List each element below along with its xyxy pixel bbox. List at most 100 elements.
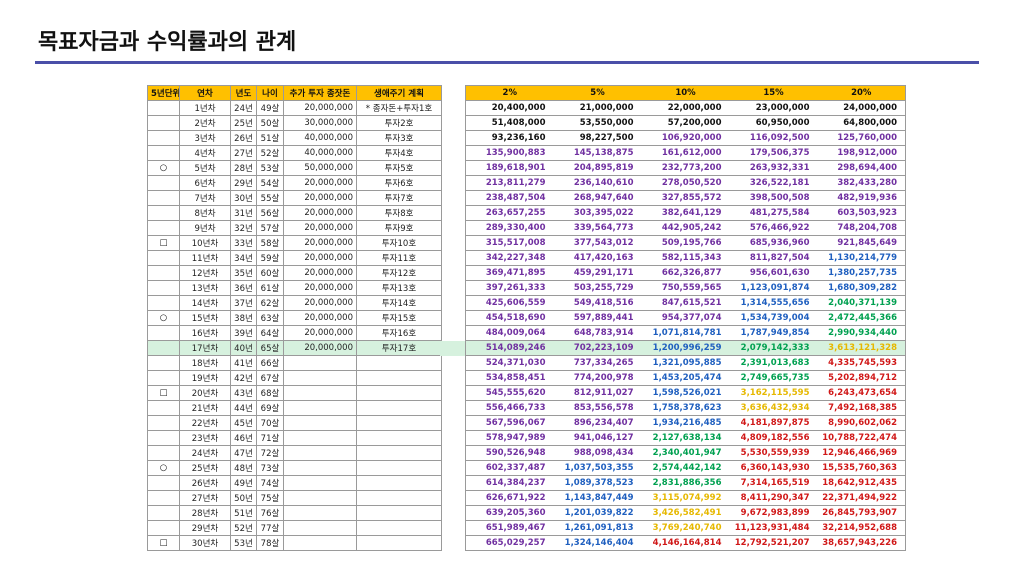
cell: 투자8호	[356, 205, 442, 221]
table-row: 24년차 47년 72살	[147, 445, 442, 461]
cell	[283, 400, 357, 416]
cell: 41년	[230, 355, 257, 371]
table-row: 4년차 27년 52살 40,000,000 투자4호	[147, 145, 442, 161]
cell: 545,555,620	[465, 385, 554, 401]
table-row: 93,236,160 98,227,500 106,920,000 116,092,5…	[465, 130, 906, 146]
cell: 투자5호	[356, 160, 442, 176]
cell: 39년	[230, 325, 257, 341]
cell: 48년	[230, 460, 257, 476]
cell: 42년	[230, 370, 257, 386]
cell: 8,411,290,347	[729, 490, 818, 506]
table-row: 3년차 26년 51살 40,000,000 투자3호	[147, 130, 442, 146]
return-table: 2% 5% 10% 15% 20% 20,400,000 21,000,000 22,000,…	[465, 85, 906, 551]
cell: 19년차	[179, 370, 231, 386]
cell: 3,636,432,934	[729, 400, 818, 416]
cell: □	[147, 235, 180, 251]
cell	[147, 445, 180, 461]
cell: 57살	[256, 220, 284, 236]
cell	[147, 220, 180, 236]
column-header: 나이	[256, 85, 284, 101]
cell: 12년차	[179, 265, 231, 281]
table-row: 614,384,237 1,089,378,523 2,831,886,356 7,3…	[465, 475, 906, 491]
cell: 369,471,895	[465, 265, 554, 281]
cell: 20,000,000	[283, 325, 357, 341]
cell: 853,556,578	[553, 400, 642, 416]
cell: 161,612,000	[641, 145, 730, 161]
cell: 377,543,012	[553, 235, 642, 251]
cell: 26년차	[179, 475, 231, 491]
cell: 72살	[256, 445, 284, 461]
cell: 263,657,255	[465, 205, 554, 221]
cell: 53년	[230, 535, 257, 551]
cell: 20,000,000	[283, 220, 357, 236]
cell: 2,472,445,366	[817, 310, 906, 326]
cell: 14년차	[179, 295, 231, 311]
cell: 50,000,000	[283, 160, 357, 176]
cell: 2,831,886,356	[641, 475, 730, 491]
cell: 22,371,494,922	[817, 490, 906, 506]
table-row: 16년차 39년 64살 20,000,000 투자16호	[147, 325, 442, 341]
cell: 2,040,371,139	[817, 295, 906, 311]
header-row: 2% 5% 10% 15% 20%	[465, 85, 906, 101]
table-row: 626,671,922 1,143,847,449 3,115,074,992 8,4…	[465, 490, 906, 506]
cell: 32년	[230, 220, 257, 236]
cell	[356, 385, 442, 401]
cell: 25년차	[179, 460, 231, 476]
table-row: 9년차 32년 57살 20,000,000 투자9호	[147, 220, 442, 236]
cell	[356, 535, 442, 551]
table-row: ○ 25년차 48년 73살	[147, 460, 442, 476]
table-row: 7년차 30년 55살 20,000,000 투자7호	[147, 190, 442, 206]
cell: 29년차	[179, 520, 231, 536]
cell: 514,089,246	[465, 340, 554, 356]
cell: 602,337,487	[465, 460, 554, 476]
cell	[147, 280, 180, 296]
cell: 6,360,143,930	[729, 460, 818, 476]
table-row: 12년차 35년 60살 20,000,000 투자12호	[147, 265, 442, 281]
cell: 1,200,996,259	[641, 340, 730, 356]
cell: 22,000,000	[641, 100, 730, 116]
cell	[147, 415, 180, 431]
column-header: 년도	[230, 85, 257, 101]
cell: 425,606,559	[465, 295, 554, 311]
cell: 556,466,733	[465, 400, 554, 416]
table-row: 11년차 34년 59살 20,000,000 투자11호	[147, 250, 442, 266]
table-row: 534,858,451 774,200,978 1,453,205,474 2,749…	[465, 370, 906, 386]
cell	[356, 415, 442, 431]
table-row: □ 20년차 43년 68살	[147, 385, 442, 401]
table-row: 8년차 31년 56살 20,000,000 투자8호	[147, 205, 442, 221]
cell: 1,453,205,474	[641, 370, 730, 386]
table-row: 6년차 29년 54살 20,000,000 투자6호	[147, 175, 442, 191]
table-row: 578,947,989 941,046,127 2,127,638,134 4,809…	[465, 430, 906, 446]
cell: 투자6호	[356, 175, 442, 191]
cell: 76살	[256, 505, 284, 521]
cell: 3,162,115,595	[729, 385, 818, 401]
cell	[147, 115, 180, 131]
column-header: 생애주기 계획	[356, 85, 442, 101]
cell: 213,811,279	[465, 175, 554, 191]
cell: 13년차	[179, 280, 231, 296]
cell: 60,950,000	[729, 115, 818, 131]
cell: 20,000,000	[283, 190, 357, 206]
cell: 59살	[256, 250, 284, 266]
cell: 30년차	[179, 535, 231, 551]
cell: 524,371,030	[465, 355, 554, 371]
cell: 454,518,690	[465, 310, 554, 326]
cell: 22년차	[179, 415, 231, 431]
cell: 597,889,441	[553, 310, 642, 326]
cell: 1,534,739,004	[729, 310, 818, 326]
cell: * 종자돈+투자1호	[356, 100, 442, 116]
column-header: 5%	[553, 85, 642, 101]
table-row: 289,330,400 339,564,773 442,905,242 576,466…	[465, 220, 906, 236]
cell: 106,920,000	[641, 130, 730, 146]
cell: 2,340,401,947	[641, 445, 730, 461]
cell: 61살	[256, 280, 284, 296]
cell: 398,500,508	[729, 190, 818, 206]
cell: 17년차	[179, 340, 231, 356]
cell: 투자2호	[356, 115, 442, 131]
cell: 16년차	[179, 325, 231, 341]
table-row: 51,408,000 53,550,000 57,200,000 60,950,000…	[465, 115, 906, 131]
table-row: 189,618,901 204,895,819 232,773,200 263,932…	[465, 160, 906, 176]
title: 목표자금과 수익률과의 관계	[38, 30, 297, 55]
cell	[283, 460, 357, 476]
